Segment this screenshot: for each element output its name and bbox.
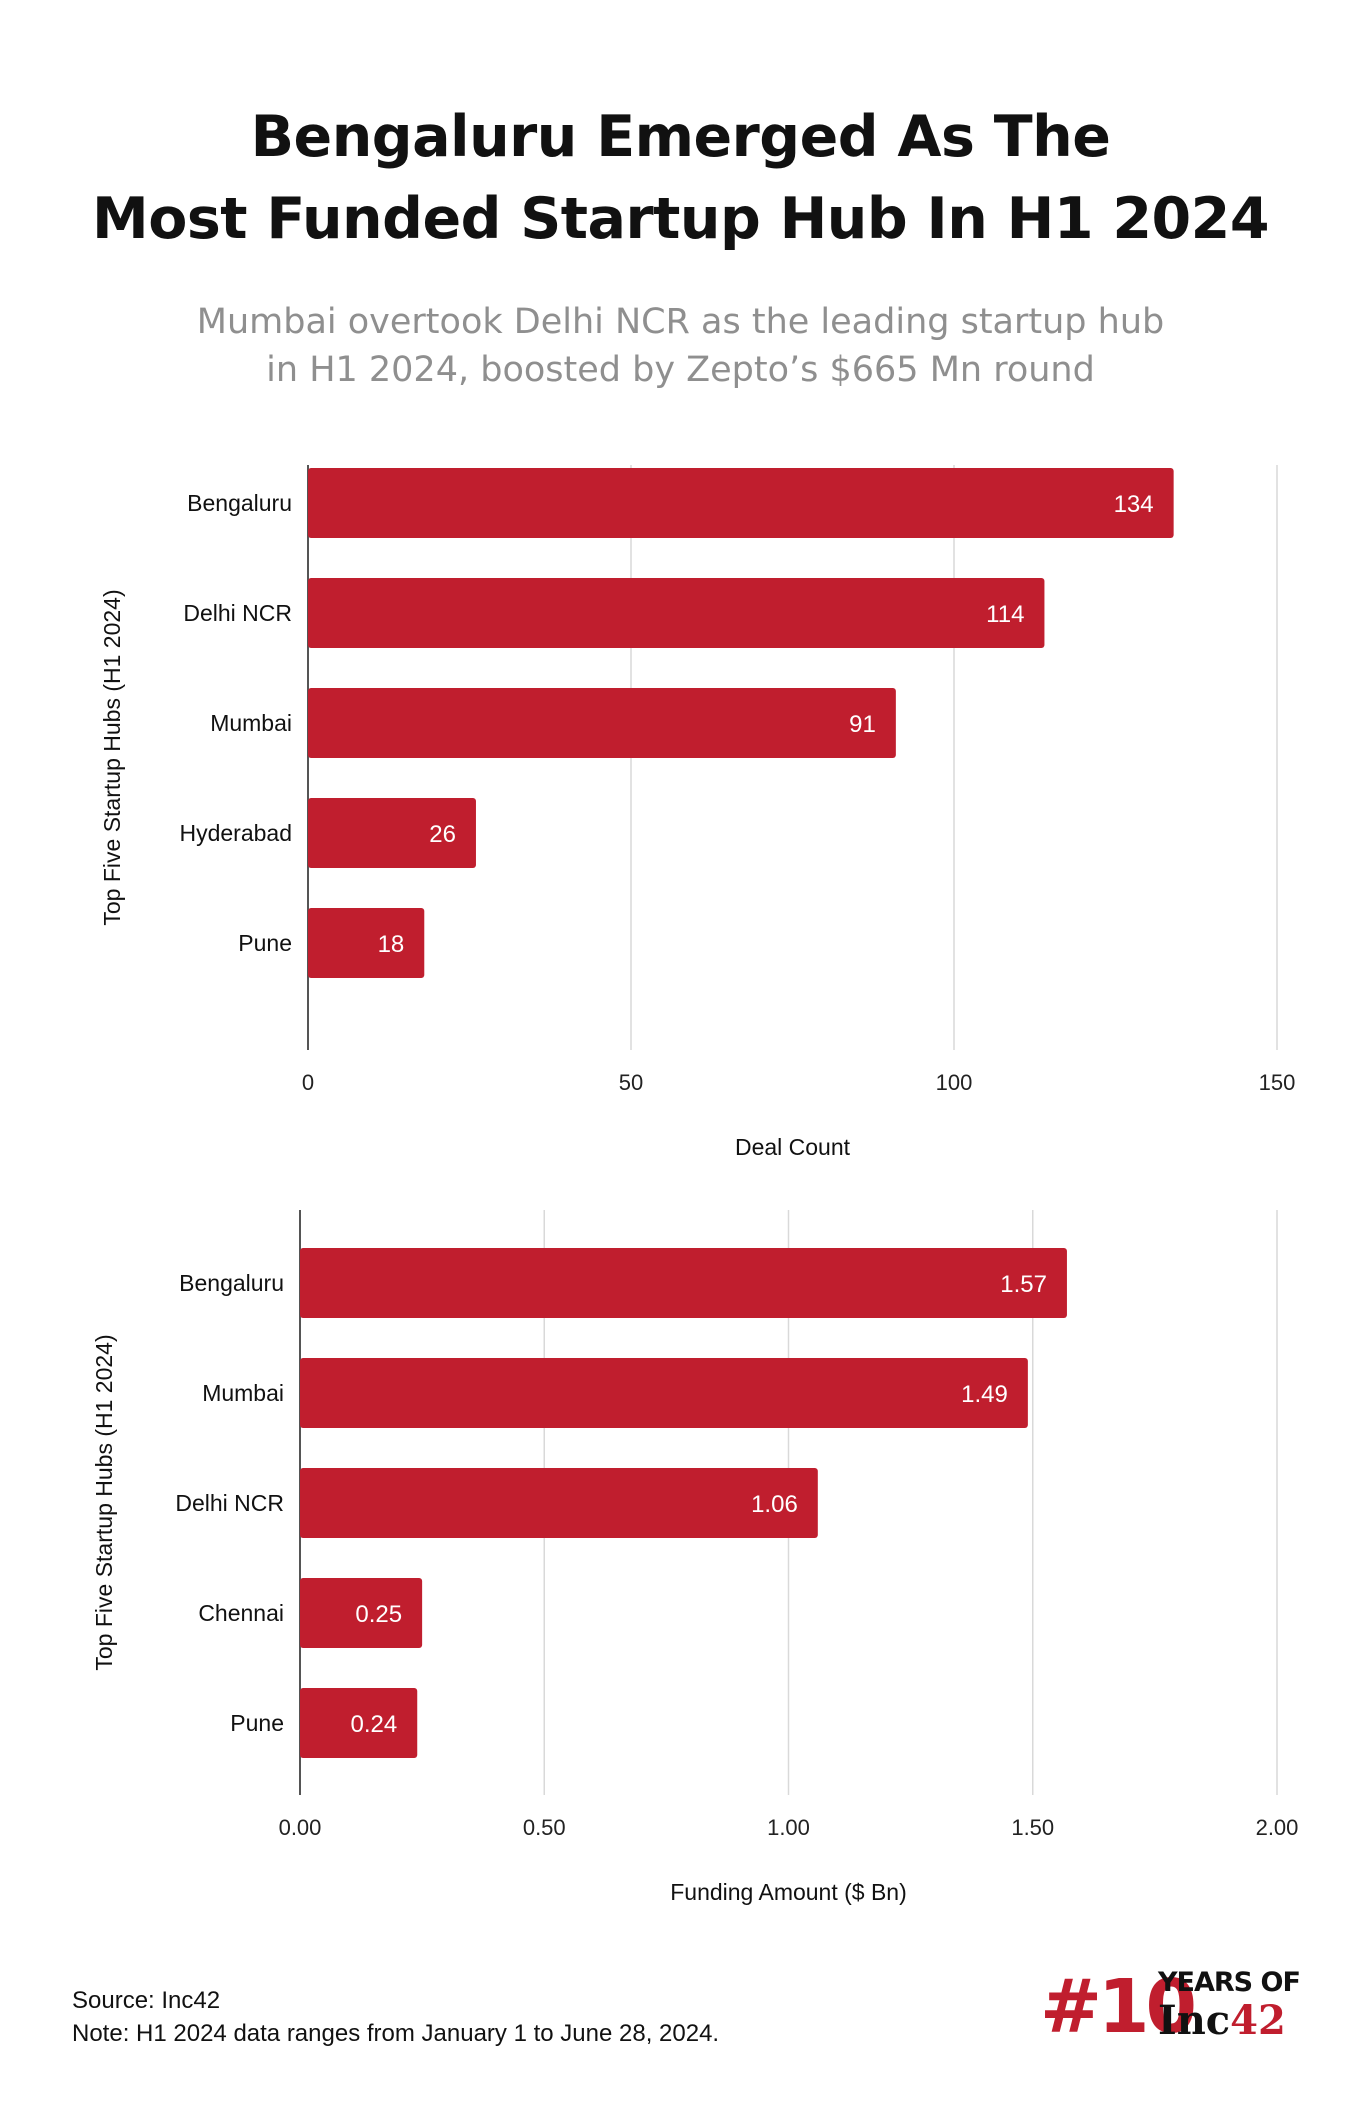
chart-subtitle-line-2: in H1 2024, boosted by Zepto’s $665 Mn r… — [266, 350, 1095, 390]
category-label: Bengaluru — [179, 1270, 284, 1296]
x-tick-label: 0.00 — [279, 1815, 322, 1840]
x-tick-label: 100 — [936, 1070, 973, 1095]
logo-42: 42 — [1230, 1997, 1286, 2044]
bar — [300, 1248, 1067, 1318]
category-label: Delhi NCR — [183, 600, 292, 626]
bar — [308, 578, 1045, 648]
category-label: Pune — [238, 930, 292, 956]
deal-count-chart: 0 50 100 150 Bengaluru 134 Delhi NCR 114 Mumbai 9… — [0, 450, 1361, 1180]
bar — [308, 468, 1174, 538]
inc42-logo: #10 YEARS OF Inc42 — [1040, 1964, 1301, 2050]
x-tick-label: 0.50 — [523, 1815, 566, 1840]
logo-hash-ten: #10 — [1040, 1964, 1197, 2050]
funding-amount-chart-svg: 0.00 0.50 1.00 1.50 2.00 Bengaluru 1.57 Mumbai 1… — [91, 1210, 1299, 1905]
data-label: 0.24 — [351, 1711, 398, 1738]
logo-inc42: Inc42 — [1158, 1998, 1286, 2044]
data-range-note: Note: H1 2024 data ranges from January 1… — [72, 2020, 720, 2047]
y-axis-title: Top Five Startup Hubs (H1 2024) — [91, 1334, 117, 1670]
category-label: Mumbai — [210, 710, 292, 736]
chart-title-line-1: Bengaluru Emerged As The — [250, 104, 1111, 170]
bar — [300, 1578, 423, 1648]
data-label: 91 — [849, 711, 876, 738]
logo-inc: Inc — [1158, 1997, 1231, 2044]
bar — [308, 908, 425, 978]
category-label: Chennai — [198, 1600, 284, 1626]
x-tick-label: 50 — [619, 1070, 643, 1095]
data-label: 1.49 — [961, 1381, 1008, 1408]
data-label: 1.57 — [1000, 1271, 1047, 1298]
funding-amount-chart: 0.00 0.50 1.00 1.50 2.00 Bengaluru 1.57 Mumbai 1… — [0, 1195, 1361, 1925]
bar — [300, 1688, 418, 1758]
chart-title-line-2: Most Funded Startup Hub In H1 2024 — [91, 186, 1270, 252]
category-label: Mumbai — [202, 1380, 284, 1406]
x-axis-title: Deal Count — [735, 1134, 851, 1160]
data-label: 26 — [429, 821, 456, 848]
x-tick-label: 1.50 — [1011, 1815, 1054, 1840]
bar — [300, 1358, 1028, 1428]
bar — [308, 798, 476, 868]
category-label: Pune — [230, 1710, 284, 1736]
data-label: 1.06 — [751, 1491, 798, 1518]
data-label: 0.25 — [355, 1601, 402, 1628]
data-label: 134 — [1114, 491, 1154, 518]
bar — [300, 1468, 818, 1538]
x-tick-label: 2.00 — [1256, 1815, 1299, 1840]
deal-count-chart-svg: 0 50 100 150 Bengaluru 134 Delhi NCR 114 Mumbai 9… — [99, 465, 1296, 1160]
bar — [308, 688, 896, 758]
x-tick-label: 1.00 — [767, 1815, 810, 1840]
x-tick-label: 0 — [302, 1070, 314, 1095]
y-axis-title: Top Five Startup Hubs (H1 2024) — [99, 589, 125, 925]
data-label: 114 — [986, 601, 1024, 628]
x-tick-label: 150 — [1259, 1070, 1296, 1095]
category-label: Bengaluru — [187, 490, 292, 516]
category-label: Delhi NCR — [175, 1490, 284, 1516]
source-note: Source: Inc42 — [72, 1987, 221, 2014]
data-label: 18 — [378, 931, 405, 958]
logo-years-of: YEARS OF — [1158, 1967, 1301, 1998]
chart-subtitle-line-1: Mumbai overtook Delhi NCR as the leading… — [196, 302, 1165, 342]
x-axis-title: Funding Amount ($ Bn) — [670, 1879, 907, 1905]
category-label: Hyderabad — [179, 820, 292, 846]
